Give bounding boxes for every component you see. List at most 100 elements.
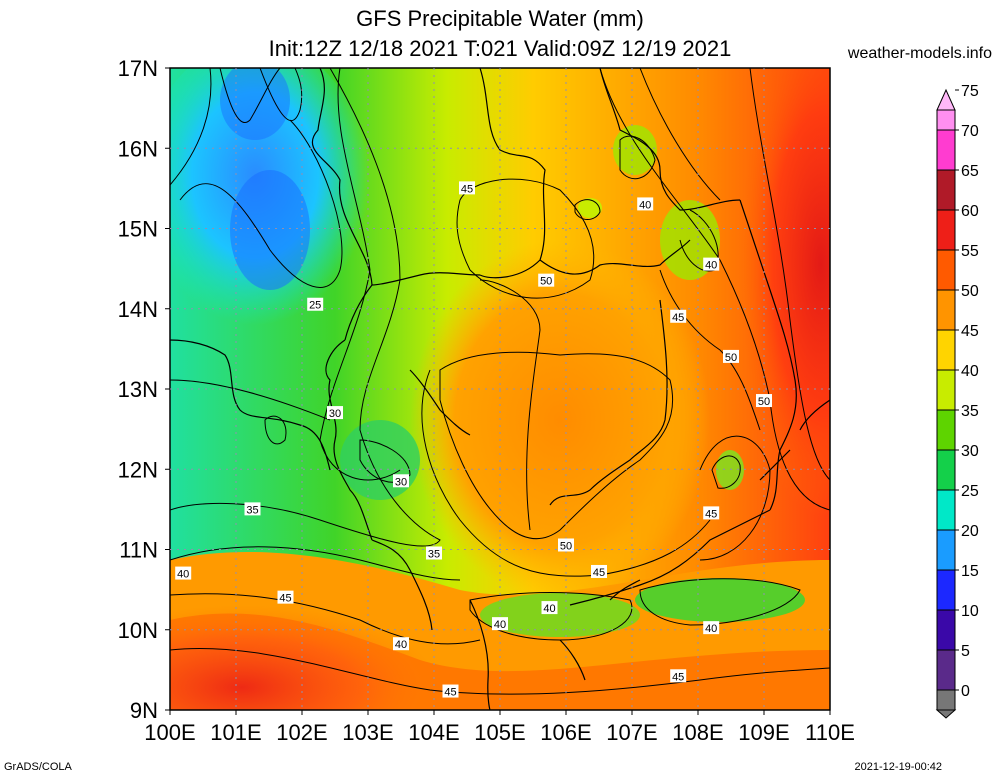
colorbar-swatch <box>936 649 956 691</box>
contour-label-bg <box>637 197 654 211</box>
colorbar-label: 30 <box>961 443 979 460</box>
lat-tick-label: 12N <box>118 457 158 482</box>
colorbar-swatch <box>936 489 956 531</box>
colorbar-swatch <box>936 569 956 611</box>
contour-label: 40 <box>639 199 651 211</box>
contour-label: 35 <box>428 549 440 561</box>
contour-label-bg <box>244 502 261 516</box>
lat-tick-label: 9N <box>130 698 158 723</box>
longitude-ticks: 100E 101E 102E 103E 104E 105E 106E 107E 108E 109E… <box>144 710 855 745</box>
colorbar-label: 65 <box>961 163 979 180</box>
latitude-ticks: 17N 16N 15N 14N 13N 12N 11N 10N 9N <box>118 56 170 723</box>
map-title: GFS Precipitable Water (mm) <box>356 6 644 31</box>
footer-timestamp: 2021-12-19-00:42 <box>854 761 942 773</box>
contour-label-bg <box>591 564 607 578</box>
colorbar-swatch <box>936 209 956 251</box>
colorbar-label: 25 <box>961 483 979 500</box>
colorbar-label: 55 <box>961 243 979 260</box>
colorbar-swatch <box>936 109 956 131</box>
lat-tick-label: 11N <box>119 538 158 563</box>
lon-tick-label: 101E <box>210 720 261 745</box>
contour-label: 45 <box>672 671 684 683</box>
contour-lines <box>170 68 830 695</box>
contour-label: 45 <box>461 183 473 195</box>
lon-tick-label: 105E <box>474 720 525 745</box>
contour-label-bg <box>442 684 459 698</box>
colorbar-label: 45 <box>961 323 979 340</box>
contour-label-bg <box>541 601 558 615</box>
lon-tick-label: 104E <box>408 720 459 745</box>
colorbar-top-arrow <box>936 88 956 111</box>
contour-label-bg <box>703 257 720 271</box>
colorbar-swatch <box>936 169 956 211</box>
contour-label: 50 <box>560 540 572 552</box>
contour-label-bg <box>670 669 687 683</box>
colorbar-swatch <box>936 609 956 651</box>
lon-tick-label: 100E <box>144 720 195 745</box>
contour-label: 45 <box>672 312 684 324</box>
colorbar-label: 5 <box>961 643 970 660</box>
contour-label: 40 <box>705 260 717 272</box>
contour-label-bg <box>175 566 192 580</box>
graticule <box>170 68 830 710</box>
map-subtitle: Init:12Z 12/18 2021 T:021 Valid:09Z 12/1… <box>268 36 732 61</box>
colorbar-swatch <box>936 529 956 571</box>
contour-label-bg <box>703 621 720 635</box>
colorbar-label: 50 <box>961 283 979 300</box>
contour-label-bg <box>492 617 508 631</box>
contour-label: 35 <box>246 504 258 516</box>
colorbar-label: 20 <box>961 523 979 540</box>
contour-labels: 25 30 30 35 35 40 40 40 40 40 40 40 45 45 45 45 45 45 45 50… <box>175 181 772 699</box>
lon-tick-label: 102E <box>276 720 327 745</box>
site-label: weather-models.info <box>847 45 992 62</box>
colorbar-swatch <box>936 409 956 451</box>
contour-label-bg <box>393 637 409 651</box>
colorbar-bottom-arrow <box>935 709 957 719</box>
colorbar-label: 35 <box>961 403 979 420</box>
colorbar-swatch <box>936 289 956 331</box>
lat-tick-label: 16N <box>118 136 158 161</box>
colorbar-label: 0 <box>961 683 970 700</box>
lon-tick-label: 103E <box>342 720 393 745</box>
contour-label-bg <box>538 273 555 287</box>
lon-tick-label: 107E <box>606 720 657 745</box>
colorbar-label: 70 <box>961 123 979 140</box>
contour-label-bg <box>393 474 409 488</box>
footer-credit: GrADS/COLA <box>4 761 72 773</box>
lat-tick-label: 17N <box>118 56 158 81</box>
contour-label-bg <box>459 181 475 195</box>
lat-tick-label: 15N <box>118 217 158 242</box>
contour-label: 25 <box>309 300 321 312</box>
colorbar-swatch <box>936 689 956 711</box>
lat-tick-label: 10N <box>118 618 158 643</box>
contour-label-bg <box>426 546 442 560</box>
contour-label: 30 <box>329 408 341 420</box>
contour-label: 50 <box>758 396 770 408</box>
lon-tick-label: 110E <box>805 720 855 745</box>
contour-label: 40 <box>494 619 506 631</box>
colorbar-label: 40 <box>961 363 979 380</box>
colorbar-swatch <box>936 329 956 371</box>
contour-label-bg <box>723 349 739 363</box>
contour-label: 45 <box>279 593 291 605</box>
contour-label-bg <box>277 590 294 604</box>
contour-label: 40 <box>543 603 555 615</box>
contour-label: 50 <box>725 352 737 364</box>
contour-label: 45 <box>593 567 605 579</box>
lon-tick-label: 108E <box>672 720 723 745</box>
contour-label-bg <box>703 506 720 520</box>
contour-label: 45 <box>705 508 717 520</box>
lon-tick-label: 106E <box>540 720 591 745</box>
contour-label: 40 <box>395 639 407 651</box>
contour-label: 45 <box>444 687 456 699</box>
contour-label: 40 <box>177 569 189 581</box>
contour-label: 30 <box>395 476 407 488</box>
colorbar-label: 15 <box>961 563 979 580</box>
colorbar-label: 10 <box>961 603 979 620</box>
precipitable-water-field <box>170 68 830 710</box>
contour-label: 50 <box>540 276 552 288</box>
lon-tick-label: 109E <box>738 720 789 745</box>
colorbar-swatch <box>936 129 956 171</box>
